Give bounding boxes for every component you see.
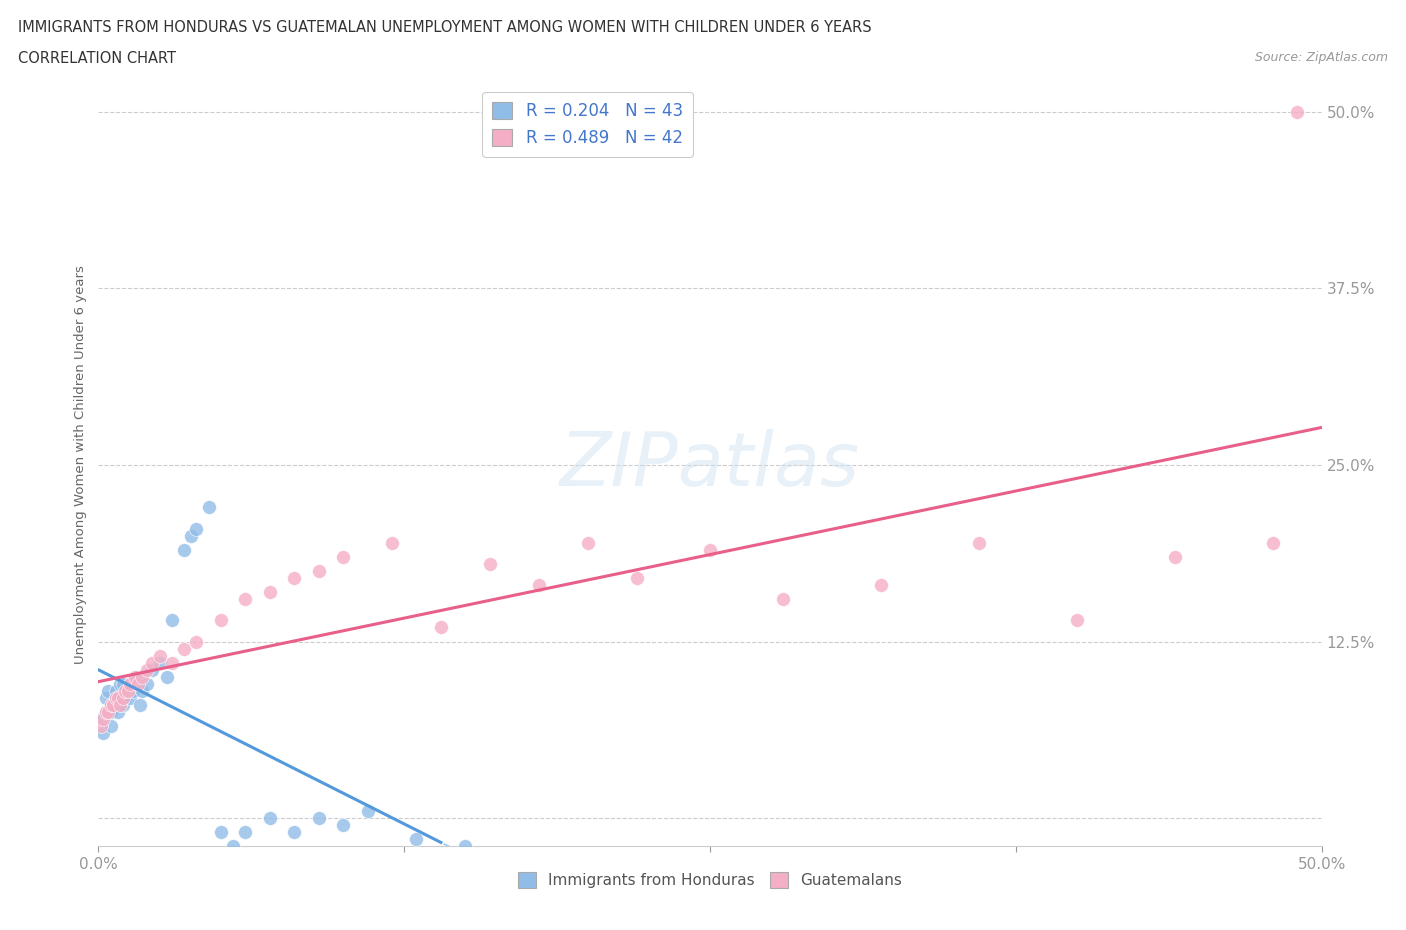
Point [149,656,172,671]
Point [149,648,172,663]
Point [173,641,195,656]
Point [120,676,142,691]
Point [120,676,142,691]
Point [129,698,152,712]
Point [1066,613,1088,628]
Point [259,585,281,600]
Point [100,719,122,734]
Y-axis label: Unemployment Among Women with Children Under 6 years: Unemployment Among Women with Children U… [75,266,87,664]
Point [104,691,127,706]
Legend: Immigrants from Honduras, Guatemalans: Immigrants from Honduras, Guatemalans [510,865,910,896]
Point [107,691,129,706]
Point [1286,104,1309,119]
Point [94,705,117,720]
Point [100,698,122,712]
Point [117,684,139,698]
Point [222,839,245,854]
Text: ZIPatlas: ZIPatlas [560,429,860,501]
Point [1261,536,1284,551]
Point [141,662,163,677]
Text: IMMIGRANTS FROM HONDURAS VS GUATEMALAN UNEMPLOYMENT AMONG WOMEN WITH CHILDREN UN: IMMIGRANTS FROM HONDURAS VS GUATEMALAN U… [18,20,872,35]
Point [259,811,281,826]
Point [120,691,142,706]
Point [576,536,599,551]
Point [209,613,232,628]
Point [94,705,117,720]
Text: Source: ZipAtlas.com: Source: ZipAtlas.com [1254,51,1388,64]
Point [136,676,159,691]
Point [131,684,153,698]
Point [114,684,136,698]
Point [110,676,132,691]
Point [870,578,893,592]
Point [100,705,122,720]
Point [180,528,202,543]
Point [156,670,179,684]
Text: CORRELATION CHART: CORRELATION CHART [18,51,176,66]
Point [332,550,354,565]
Point [141,656,163,671]
Point [107,705,129,720]
Point [127,670,149,684]
Point [131,670,153,684]
Point [381,536,404,551]
Point [114,691,136,706]
Point [94,691,117,706]
Point [283,825,305,840]
Point [97,705,120,720]
Point [90,711,112,726]
Point [308,564,330,578]
Point [233,591,256,606]
Point [160,656,183,671]
Point [478,556,501,571]
Point [104,684,127,698]
Point [283,570,305,585]
Point [111,676,134,691]
Point [124,676,146,691]
Point [101,698,124,712]
Point [626,570,648,585]
Point [101,698,124,712]
Point [110,691,132,706]
Point [527,578,550,592]
Point [186,634,208,649]
Point [104,691,127,706]
Point [430,620,453,635]
Point [111,698,134,712]
Point [110,698,132,712]
Point [209,825,232,840]
Point [136,662,159,677]
Point [405,831,427,846]
Point [111,691,134,706]
Point [454,839,477,854]
Point [124,670,146,684]
Point [967,536,990,551]
Point [699,542,721,557]
Point [332,817,354,832]
Point [90,719,112,734]
Point [197,500,219,515]
Point [160,613,183,628]
Point [356,804,378,818]
Point [91,726,114,741]
Point [1164,550,1187,565]
Point [127,676,149,691]
Point [772,591,794,606]
Point [308,811,330,826]
Point [117,684,139,698]
Point [186,521,208,536]
Point [97,684,120,698]
Point [91,711,114,726]
Point [173,542,195,557]
Point [233,825,256,840]
Point [121,684,143,698]
